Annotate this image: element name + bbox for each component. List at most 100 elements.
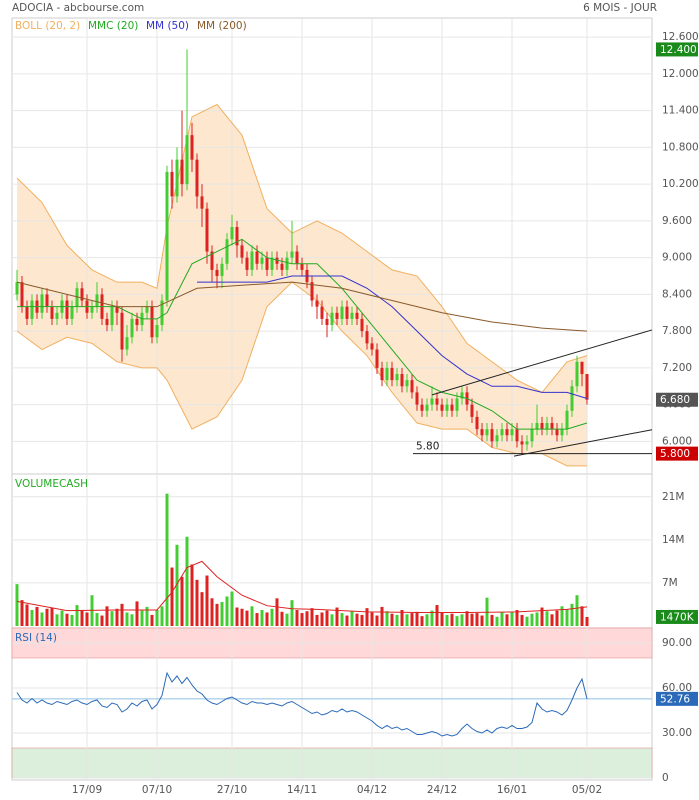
candle-body bbox=[515, 429, 519, 442]
candle-body bbox=[80, 288, 84, 301]
volume-bar bbox=[265, 612, 269, 626]
candle-body bbox=[215, 269, 219, 277]
volume-bar bbox=[45, 608, 49, 626]
y-tick-label: 7M bbox=[662, 577, 678, 589]
candle-body bbox=[295, 251, 299, 264]
volume-bar bbox=[310, 608, 314, 626]
candle-body bbox=[265, 257, 269, 270]
volume-bar bbox=[25, 604, 29, 626]
volume-bar bbox=[250, 606, 254, 626]
candle-body bbox=[560, 429, 564, 436]
candle-body bbox=[490, 429, 494, 442]
rsi-line bbox=[16, 671, 588, 737]
y-tick-label: 14M bbox=[662, 534, 684, 546]
value-badge-label: 1470K bbox=[660, 611, 695, 623]
volume-bar bbox=[375, 615, 379, 626]
x-tick-label: 05/02 bbox=[572, 784, 602, 796]
volume-bar bbox=[15, 584, 19, 626]
trendline bbox=[513, 429, 653, 457]
chart-title: ADOCIA - abcbourse.com bbox=[12, 2, 144, 14]
volume-bar bbox=[350, 611, 354, 626]
volume-bar bbox=[585, 616, 589, 626]
volume-bar bbox=[75, 605, 79, 626]
volume-bar bbox=[495, 616, 499, 626]
candle-body bbox=[520, 441, 524, 445]
panel-title: VOLUMECASH bbox=[15, 478, 88, 490]
volume-bar bbox=[80, 610, 84, 626]
volume-bar bbox=[320, 612, 324, 626]
candle-body bbox=[260, 257, 264, 264]
volume-bar bbox=[205, 575, 209, 626]
volume-bar bbox=[110, 611, 114, 626]
volume-bar bbox=[560, 606, 564, 626]
candle-body bbox=[300, 263, 304, 270]
candle-body bbox=[470, 404, 474, 417]
candle-body bbox=[460, 392, 464, 399]
y-tick-label: 30.00 bbox=[662, 727, 692, 739]
x-tick-label: 04/12 bbox=[357, 784, 387, 796]
y-tick-label: 10.800 bbox=[662, 141, 699, 153]
candle-body bbox=[115, 306, 119, 313]
period: 6 MOIS - JOUR bbox=[583, 2, 657, 14]
candle-body bbox=[345, 306, 349, 319]
x-tick-label: 17/09 bbox=[72, 784, 102, 796]
candle-body bbox=[325, 318, 329, 326]
value-badge bbox=[656, 42, 698, 57]
volume-bar bbox=[545, 611, 549, 626]
volume-bar bbox=[70, 614, 74, 626]
candle-body bbox=[405, 380, 409, 387]
volume-bar bbox=[455, 616, 459, 626]
y-tick-label: 12.000 bbox=[662, 68, 699, 80]
x-tick-label: 07/10 bbox=[142, 784, 172, 796]
grid bbox=[12, 18, 652, 780]
volume-bar bbox=[345, 615, 349, 626]
candle-body bbox=[400, 374, 404, 387]
volume-bar bbox=[450, 613, 454, 626]
candle-body bbox=[310, 282, 314, 301]
candle-body bbox=[75, 288, 79, 307]
candle-body bbox=[365, 331, 369, 344]
volume-bar bbox=[145, 606, 149, 626]
candle-body bbox=[330, 312, 334, 326]
volume-bar bbox=[440, 612, 444, 626]
candle-body bbox=[205, 208, 209, 252]
candle-body bbox=[55, 312, 59, 319]
y-tick-label: 10.200 bbox=[662, 178, 699, 190]
candle-body bbox=[585, 374, 589, 400]
candle-body bbox=[130, 318, 134, 338]
candle-body bbox=[155, 325, 159, 338]
volume-bar bbox=[40, 612, 44, 626]
y-tick-label: 8.400 bbox=[662, 288, 692, 300]
volume-bar bbox=[155, 610, 159, 626]
volume-bar bbox=[420, 616, 424, 626]
volume-bar bbox=[370, 612, 374, 626]
candle-body bbox=[280, 263, 284, 270]
value-badge-label: 6.680 bbox=[660, 394, 690, 406]
volume-bar bbox=[315, 614, 319, 626]
volume-bar bbox=[215, 603, 219, 626]
volume-bar bbox=[395, 614, 399, 626]
volume-bar bbox=[510, 611, 514, 626]
candle-body bbox=[225, 239, 229, 264]
candle-body bbox=[510, 429, 514, 436]
volume-bar bbox=[540, 607, 544, 626]
value-badge-label: 5.800 bbox=[660, 448, 690, 460]
candle-body bbox=[20, 282, 24, 307]
volume-bar bbox=[225, 596, 229, 626]
y-tick-label: 6.000 bbox=[662, 435, 692, 447]
candle-body bbox=[540, 423, 544, 430]
volume-bar bbox=[210, 598, 214, 626]
volume-bar bbox=[535, 612, 539, 626]
candle-body bbox=[530, 429, 534, 442]
candle-body bbox=[30, 300, 34, 319]
volume-bar bbox=[550, 614, 554, 626]
volume-bar bbox=[525, 616, 529, 626]
volume-bar bbox=[180, 576, 184, 626]
candle-body bbox=[435, 398, 439, 405]
volume-bar bbox=[245, 610, 249, 626]
volume-bar bbox=[305, 611, 309, 626]
value-badge bbox=[656, 609, 698, 624]
candle-body bbox=[95, 294, 99, 307]
volume-bar bbox=[565, 609, 569, 626]
volume-bar bbox=[385, 611, 389, 626]
